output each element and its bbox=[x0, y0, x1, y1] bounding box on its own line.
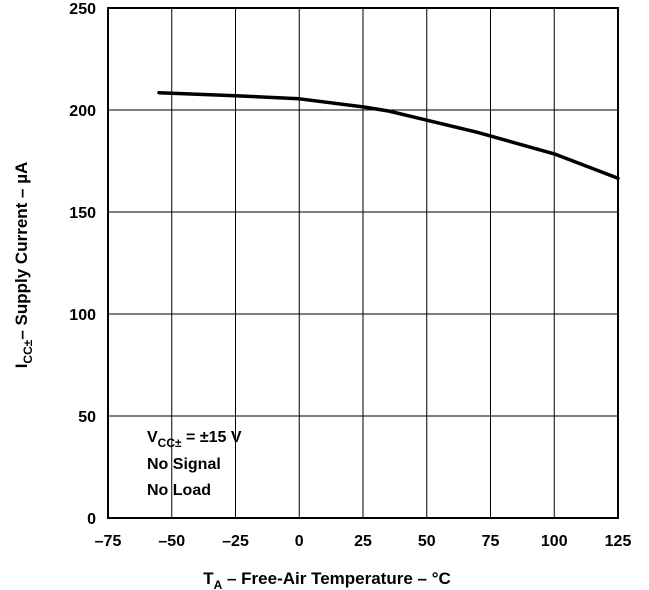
plot-frame bbox=[107, 7, 619, 519]
series-point bbox=[425, 118, 429, 122]
y-tick-label: 0 bbox=[87, 511, 96, 528]
y-tick-label: 50 bbox=[78, 409, 96, 426]
series-line-supply-current bbox=[157, 90, 620, 181]
series-point bbox=[616, 176, 620, 180]
x-tick-label: 50 bbox=[418, 533, 436, 550]
y-tick-label: 100 bbox=[69, 307, 96, 324]
x-tick-label: 125 bbox=[605, 533, 632, 550]
series-point bbox=[552, 152, 556, 156]
x-axis-title: TA – Free-Air Temperature – °C bbox=[203, 569, 451, 590]
series-point bbox=[387, 109, 390, 113]
grid bbox=[108, 8, 618, 518]
y-axis-title: ICC±– Supply Current – µA bbox=[12, 162, 35, 369]
x-tick-label: –50 bbox=[158, 533, 185, 550]
annotation-vcc: VCC± = ±15 V bbox=[147, 429, 242, 450]
series-point bbox=[234, 94, 237, 98]
conditions-annotation: VCC± = ±15 V No Signal No Load bbox=[147, 429, 242, 499]
annotation-no-signal: No Signal bbox=[147, 456, 221, 473]
x-tick-label: –75 bbox=[95, 533, 122, 550]
x-tick-label: 25 bbox=[354, 533, 372, 550]
series-points bbox=[157, 91, 620, 180]
series-point bbox=[361, 105, 365, 109]
series-point bbox=[476, 130, 480, 134]
y-tick-labels: 0 50 100 150 200 250 bbox=[69, 1, 96, 528]
x-tick-label: 100 bbox=[541, 533, 568, 550]
y-tick-label: 250 bbox=[69, 1, 96, 18]
x-tick-label: –25 bbox=[222, 533, 249, 550]
y-tick-label: 200 bbox=[69, 103, 96, 120]
x-tick-labels: –75 –50 –25 0 25 50 75 100 125 bbox=[95, 533, 632, 550]
x-tick-label: 75 bbox=[482, 533, 500, 550]
series-point bbox=[157, 91, 161, 95]
y-tick-label: 150 bbox=[69, 205, 96, 222]
series-point bbox=[297, 97, 301, 101]
x-tick-label: 0 bbox=[295, 533, 304, 550]
annotation-no-load: No Load bbox=[147, 482, 211, 499]
